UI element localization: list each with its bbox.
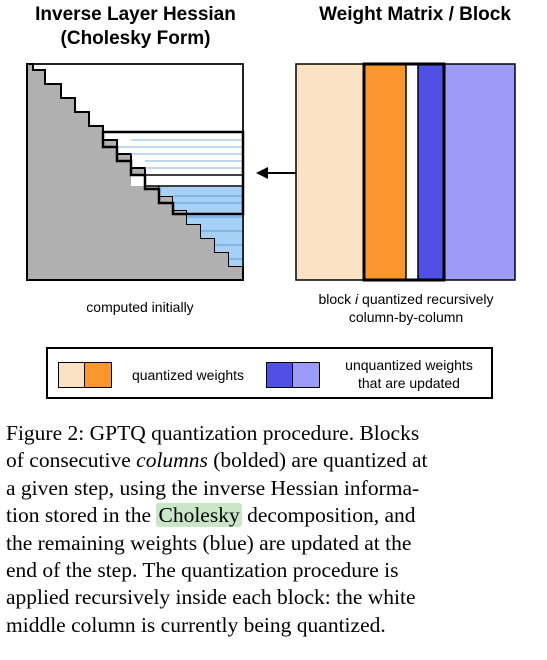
- caption-l4c: decomposition, and: [241, 503, 416, 528]
- caption-l2c: (bolded) are quantized at: [207, 448, 428, 473]
- legend-swatch-peach: [58, 362, 86, 388]
- legend-unquantized-line1: unquantized weights: [345, 357, 473, 373]
- block-unquantized-columns: [418, 64, 444, 280]
- quantized-columns: [295, 63, 365, 281]
- caption-line-7: applied recursively inside each block: t…: [6, 585, 416, 610]
- legend-swatch-orange: [84, 362, 112, 388]
- weight-label-part1: block: [318, 291, 356, 307]
- caption-line-2: of consecutive columns (bolded) are quan…: [6, 447, 542, 474]
- weight-label-var: i: [355, 291, 359, 307]
- caption-l2b: columns: [136, 448, 208, 473]
- caption-line-4: tion stored in the Cholesky decompositio…: [6, 502, 542, 529]
- figure-caption: Figure 2: GPTQ quantization procedure. B…: [6, 420, 542, 639]
- weight-label: block i quantized recursively column-by-…: [290, 290, 522, 326]
- hessian-title-line2: (Cholesky Form): [60, 28, 211, 49]
- current-block-outline: [362, 62, 446, 282]
- caption-line-1: Figure 2: GPTQ quantization procedure. B…: [6, 421, 420, 445]
- hessian-updated-rows: [173, 195, 243, 260]
- legend-swatch-light-purple: [292, 362, 320, 388]
- caption-line-6: end of the step. The quantization proced…: [6, 558, 399, 583]
- weight-matrix: [295, 62, 516, 282]
- hessian-label: computed initially: [86, 299, 194, 315]
- legend-swatch-blue: [266, 362, 294, 388]
- caption-line-5: the remaining weights (blue) are updated…: [6, 530, 412, 555]
- weight-label-part2: quantized recursively: [358, 291, 494, 307]
- hessian-current-row: [131, 175, 243, 186]
- hessian-block-outline: [101, 130, 245, 216]
- weight-title: Weight Matrix / Block: [319, 4, 511, 25]
- caption-highlight-cholesky: Cholesky: [156, 503, 242, 528]
- remaining-columns: [443, 63, 516, 281]
- quantized-block-columns: [364, 64, 406, 280]
- hessian-matrix: [26, 63, 245, 281]
- legend: quantized weights unquantized weights th…: [46, 347, 493, 399]
- legend-quantized-label: quantized weights: [131, 367, 245, 383]
- current-column: [406, 64, 418, 280]
- legend-unquantized-line2: that are updated: [358, 375, 460, 391]
- caption-line-3: a given step, using the inverse Hessian …: [6, 475, 420, 500]
- hessian-title: Inverse Layer Hessian (Cholesky Form): [8, 3, 263, 51]
- legend-unquantized-label: unquantized weights that are updated: [330, 356, 488, 392]
- caption-line-8: middle column is currently being quantiz…: [6, 612, 386, 637]
- hessian-updated-region: [159, 187, 243, 266]
- weight-label-line2: column-by-column: [348, 309, 464, 325]
- gptq-figure: [26, 62, 516, 282]
- hessian-title-line1: Inverse Layer Hessian: [35, 4, 236, 25]
- caption-l2a: of consecutive: [6, 448, 137, 473]
- caption-l4a: tion stored in the: [6, 503, 157, 528]
